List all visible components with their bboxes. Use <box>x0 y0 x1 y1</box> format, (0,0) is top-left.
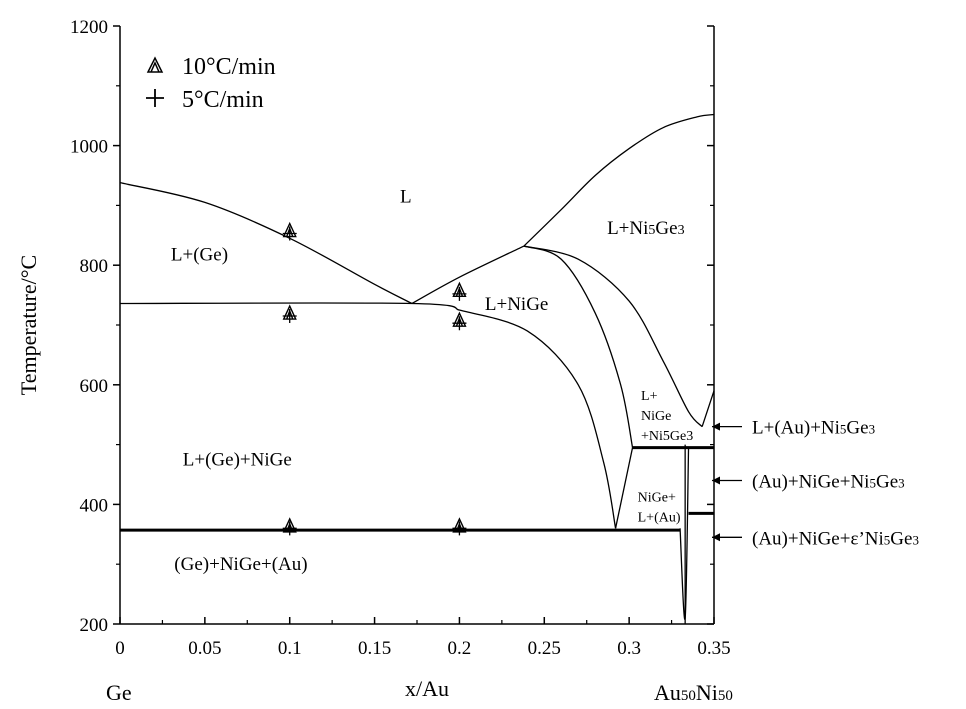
x-tick-label: 0.05 <box>188 638 221 659</box>
right-end-label-main: Au <box>654 680 681 705</box>
y-tick-label: 600 <box>80 376 109 397</box>
small-region-label: NiGe <box>641 409 671 424</box>
annotation-label: L+(Au)+Ni5Ge3 <box>752 418 875 439</box>
plot-frame <box>119 26 715 625</box>
legend: 10°C/min 5°C/min <box>146 54 276 113</box>
legend-label-5: 5°C/min <box>182 87 264 113</box>
phase-boundary-line <box>679 447 690 620</box>
small-region-label: NiGe+ <box>638 490 676 505</box>
region-label-main: L+Ni <box>607 218 648 239</box>
annotation-mid: Ge <box>876 471 898 492</box>
plus-marker <box>452 521 467 536</box>
plus-marker <box>452 316 467 331</box>
legend-triangle-icon <box>146 56 164 73</box>
tick-labels: 200 400 600 800 1000 1200 0 0.05 0.1 0.15 0.2 0.25 0… <box>70 17 731 659</box>
x-tick-label: 0.15 <box>358 638 391 659</box>
annotation-label: (Au)+NiGe+Ni5Ge3 <box>752 471 905 492</box>
left-end-label: Ge <box>106 680 132 705</box>
plus-marker <box>282 226 297 241</box>
annotation-main: (Au)+NiGe+Ni <box>752 471 869 492</box>
y-tick-label: 200 <box>80 615 109 636</box>
y-tick-label: 1200 <box>70 17 108 38</box>
phase-boundary-line <box>459 309 617 529</box>
region-label: L+NiGe <box>485 294 548 315</box>
annotation-sub: 3 <box>869 422 876 437</box>
side-annotations: L+(Au)+Ni5Ge3(Au)+NiGe+Ni5Ge3(Au)+NiGe+ε… <box>712 418 919 549</box>
region-label-mid: Ge <box>655 218 677 239</box>
region-label: L+(Ge) <box>171 244 228 265</box>
right-end-label-main2: Ni <box>696 680 718 705</box>
region-label-sub: 3 <box>678 223 685 238</box>
plus-marker <box>282 521 297 536</box>
phase-boundary-line <box>523 245 703 428</box>
y-tick-label: 1000 <box>70 137 108 158</box>
axis-ticks <box>113 25 715 625</box>
phase-boundary-line <box>119 182 413 305</box>
x-tick-label: 0.3 <box>617 638 641 659</box>
annotation-sub: 5 <box>840 422 847 437</box>
region-label: L+Ni5Ge3 <box>607 218 684 239</box>
y-axis-title: Temperature/°C <box>16 255 41 395</box>
data-markers <box>282 221 467 536</box>
annotation-arrowhead <box>712 533 720 542</box>
region-label-sub: 5 <box>648 223 655 238</box>
small-region-label: L+(Au) <box>638 510 681 525</box>
right-end-label-sub1: 50 <box>681 688 696 704</box>
annotation-sub: 5 <box>884 532 891 547</box>
x-tick-label: 0 <box>115 638 125 659</box>
plus-marker <box>282 309 297 324</box>
phase-boundary-line <box>119 302 460 311</box>
annotation-arrowhead <box>712 476 720 485</box>
plus-marker <box>452 286 467 301</box>
phase-boundary-line <box>411 245 525 305</box>
annotation-label: (Au)+NiGe+ε’Ni5Ge3 <box>752 528 919 549</box>
x-tick-label: 0.1 <box>278 638 302 659</box>
annotation-mid: Ge <box>890 528 912 549</box>
annotation-main: (Au)+NiGe+ε’Ni <box>752 528 884 549</box>
phase-boundary-line <box>614 447 634 529</box>
legend-plus-icon <box>146 89 164 107</box>
x-tick-label: 0.35 <box>697 638 730 659</box>
region-label: L+(Ge)+NiGe <box>183 450 292 471</box>
annotation-sub: 5 <box>869 475 876 490</box>
x-tick-label: 0.2 <box>448 638 472 659</box>
annotation-mid: Ge <box>846 418 868 439</box>
phase-boundary-line <box>701 390 715 427</box>
annotation-main: L+(Au)+Ni <box>752 418 840 439</box>
phase-boundaries <box>119 113 715 624</box>
annotation-arrowhead <box>712 422 720 431</box>
y-tick-label: 800 <box>80 256 109 277</box>
phase-boundary-line <box>523 245 634 448</box>
annotation-sub: 3 <box>912 532 919 547</box>
y-tick-label: 400 <box>80 495 109 516</box>
small-region-label: +Ni5Ge3 <box>641 429 693 444</box>
small-region-label: L+ <box>641 389 658 404</box>
region-label: (Ge)+NiGe+(Au) <box>174 554 307 575</box>
x-tick-label: 0.25 <box>528 638 561 659</box>
right-end-label: Au50Ni50 <box>654 680 733 705</box>
right-end-label-sub2: 50 <box>718 688 733 704</box>
legend-label-10: 10°C/min <box>182 54 276 80</box>
annotation-sub: 3 <box>898 475 905 490</box>
region-labels: LL+(Ge)L+NiGeL+Ni5Ge3L+(Ge)+NiGe(Ge)+NiG… <box>171 186 693 575</box>
region-label: L <box>400 186 412 207</box>
phase-boundary-line <box>523 113 715 247</box>
x-axis-title: x/Au <box>405 676 449 701</box>
